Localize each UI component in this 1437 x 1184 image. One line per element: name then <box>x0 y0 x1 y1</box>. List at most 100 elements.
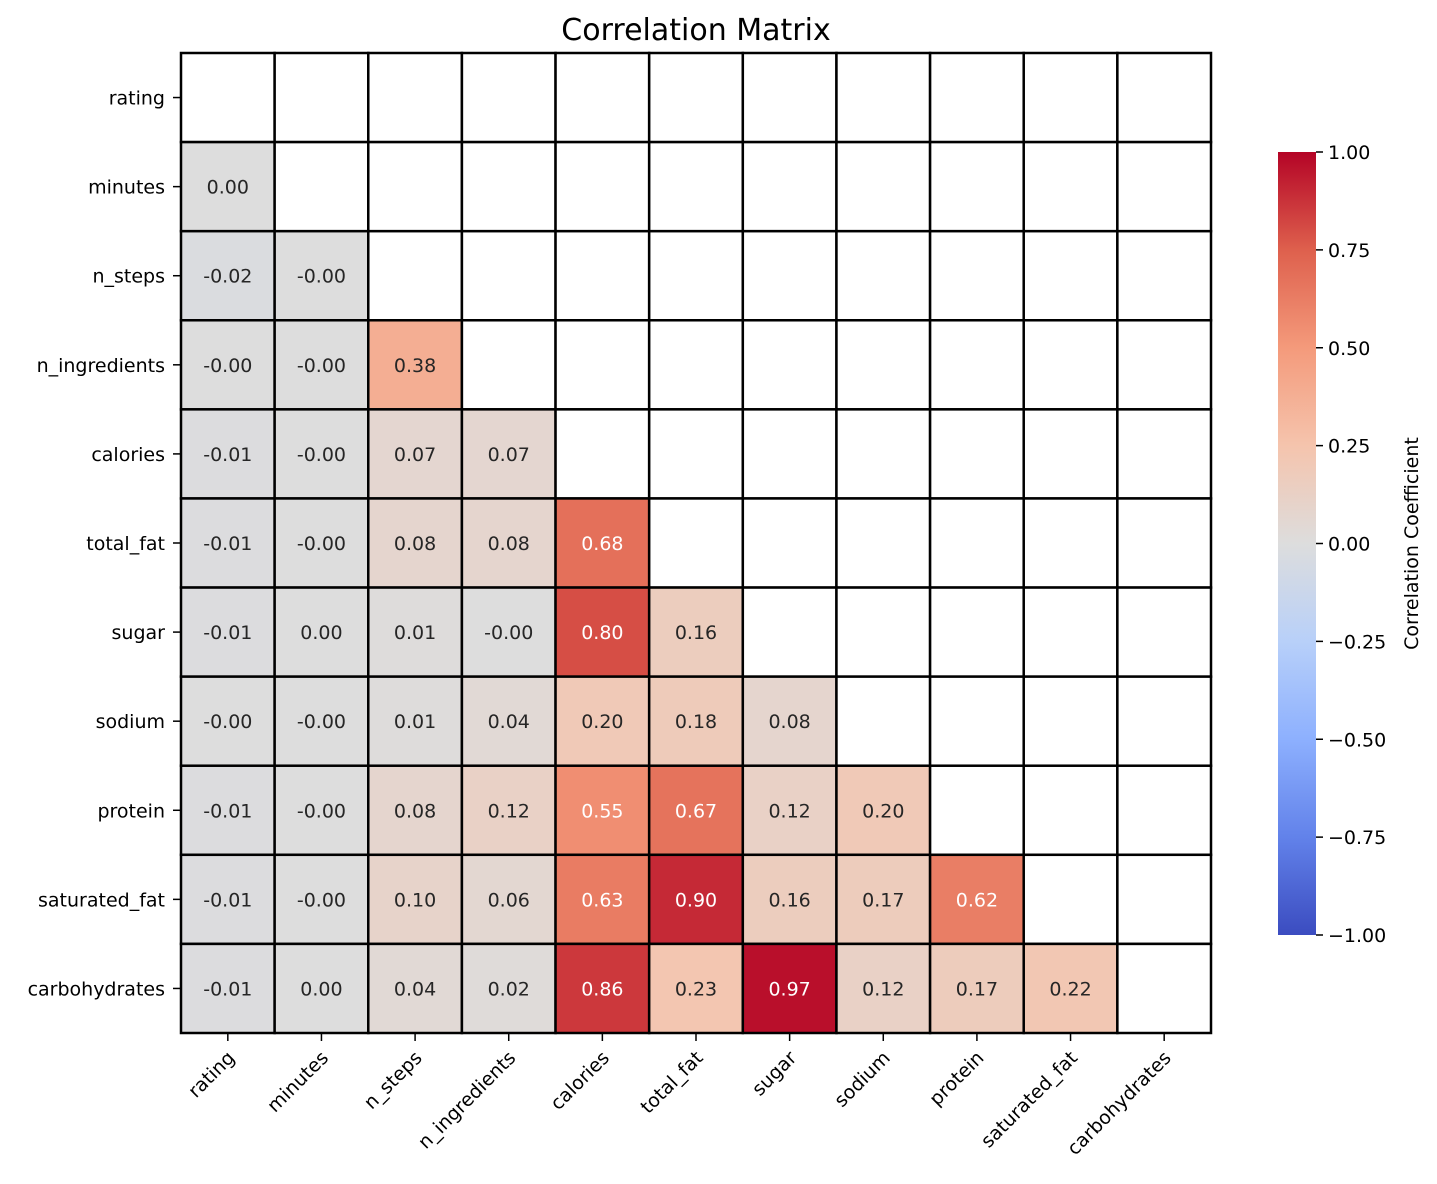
cell-value-label: 0.01 <box>394 711 436 733</box>
heatmap-cell <box>367 319 464 411</box>
cell-value-label: -0.00 <box>297 444 346 466</box>
heatmap-cell <box>741 319 838 411</box>
heatmap-cell <box>835 51 932 144</box>
heatmap-cell <box>741 229 838 322</box>
heatmap-cell <box>647 586 745 678</box>
heatmap-cell <box>741 140 838 233</box>
cell-value-label: -0.01 <box>203 889 252 911</box>
heatmap-cell <box>1116 497 1213 589</box>
cell-value-label: -0.00 <box>484 622 533 644</box>
heatmap-cell <box>741 408 838 500</box>
heatmap-cell <box>647 675 745 767</box>
cell-value-label: -0.00 <box>297 711 346 733</box>
heatmap-cell <box>928 675 1025 767</box>
heatmap-cell <box>647 408 745 500</box>
cell-value-label: -0.00 <box>203 355 252 377</box>
heatmap-cell <box>367 229 464 322</box>
heatmap-cell <box>179 51 276 144</box>
heatmap-cell <box>1022 853 1119 946</box>
heatmap-cell <box>554 229 651 322</box>
heatmap-cell <box>1116 319 1213 411</box>
heatmap-cell <box>273 51 370 144</box>
heatmap-cell <box>835 408 932 500</box>
heatmap-cell <box>835 764 932 857</box>
cell-value-label: 0.68 <box>581 533 623 555</box>
cell-value-label: 0.07 <box>488 444 530 466</box>
cell-value-label: -0.00 <box>297 800 346 822</box>
heatmap-cell <box>928 229 1025 322</box>
heatmap-cell <box>273 675 370 767</box>
heatmap-cell <box>460 229 557 322</box>
heatmap-cell <box>273 140 370 233</box>
heatmap-cell <box>367 764 464 857</box>
heatmap-cell <box>460 319 557 411</box>
cell-value-label: 0.67 <box>675 800 717 822</box>
cell-value-label: -0.00 <box>297 266 346 288</box>
heatmap-cell <box>1022 586 1119 678</box>
cell-value-label: 0.38 <box>394 355 436 377</box>
heatmap-cell <box>367 942 464 1035</box>
cell-value-label: 0.22 <box>1049 978 1091 1000</box>
heatmap-cell <box>367 51 464 144</box>
colorbar-ticks: 1.00 0.75 0.50 0.25 0.00 −0.25 −0.50 −0.75 −1.00 <box>1316 142 1386 947</box>
heatmap-cell <box>179 942 276 1035</box>
y-tick-label: total_fat <box>86 533 165 555</box>
heatmap-cell <box>554 408 651 500</box>
y-tick-label: sugar <box>112 622 166 644</box>
heatmap-cell <box>1116 408 1213 500</box>
colorbar-tick-label: −0.50 <box>1328 729 1386 751</box>
heatmap-cell <box>835 319 932 411</box>
cell-value-label: -0.00 <box>297 355 346 377</box>
cell-value-label: 0.04 <box>394 978 436 1000</box>
heatmap-cell <box>928 140 1025 233</box>
heatmap-cell <box>835 586 932 678</box>
x-tick-label: minutes <box>263 1047 333 1117</box>
y-tick-label: minutes <box>88 177 165 199</box>
cell-value-label: 0.20 <box>581 711 623 733</box>
heatmap-cell <box>835 229 932 322</box>
heatmap-cell <box>460 497 557 589</box>
cell-value-label: -0.01 <box>203 622 252 644</box>
cell-value-label: 0.12 <box>488 800 530 822</box>
chart-title: Correlation Matrix <box>561 13 830 48</box>
colorbar-tick-label: 1.00 <box>1328 142 1370 164</box>
heatmap-cell <box>1022 229 1119 322</box>
heatmap-cell <box>460 51 557 144</box>
x-tick-label: calories <box>546 1047 614 1115</box>
heatmap-cell <box>928 853 1025 946</box>
heatmap-cell <box>1022 319 1119 411</box>
x-tick-label: sugar <box>748 1047 801 1100</box>
cell-value-label: 0.86 <box>581 978 623 1000</box>
cell-value-label: 0.12 <box>862 978 904 1000</box>
cell-value-label: 0.04 <box>488 711 530 733</box>
cell-value-label: 0.01 <box>394 622 436 644</box>
cell-value-label: -0.00 <box>297 889 346 911</box>
heatmap-cell <box>741 675 838 767</box>
heatmap-cell <box>554 51 651 144</box>
heatmap-cell <box>460 942 557 1035</box>
heatmap-cell <box>554 586 651 678</box>
heatmap-cell <box>179 675 276 767</box>
heatmap-cell <box>741 51 838 144</box>
cell-value-label: 0.00 <box>300 622 342 644</box>
x-tick-label: total_fat <box>636 1047 707 1118</box>
cell-value-label: 0.55 <box>581 800 623 822</box>
heatmap-cell <box>554 140 651 233</box>
cell-value-label: 0.80 <box>581 622 623 644</box>
heatmap-cell <box>1116 51 1213 144</box>
heatmap-cell <box>367 586 464 678</box>
colorbar-tick-label: 0.50 <box>1328 338 1370 360</box>
cell-value-label: 0.08 <box>394 800 436 822</box>
heatmap-cell <box>741 497 838 589</box>
heatmap-cell <box>1022 675 1119 767</box>
heatmap-cell <box>741 586 838 678</box>
y-tick-label: carbohydrates <box>28 978 165 1000</box>
heatmap-cell <box>928 51 1025 144</box>
heatmap-cell <box>835 675 932 767</box>
y-tick-label: calories <box>91 444 165 466</box>
cell-value-label: 0.12 <box>768 800 810 822</box>
heatmap-cell <box>928 942 1025 1035</box>
cell-value-label: 0.16 <box>675 622 717 644</box>
heatmap-cell <box>835 497 932 589</box>
